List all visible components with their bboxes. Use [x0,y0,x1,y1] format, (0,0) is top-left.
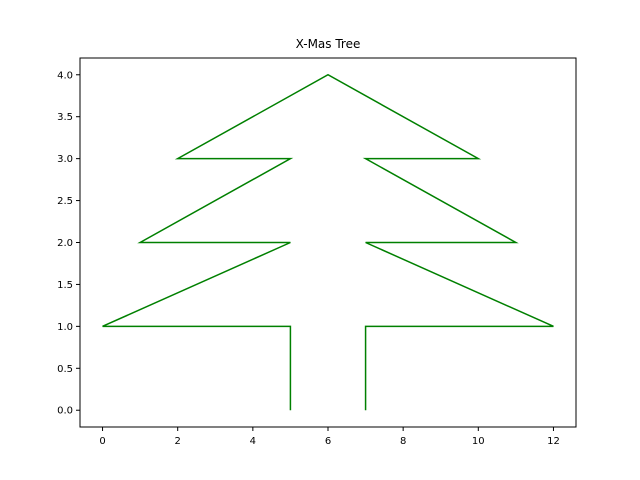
series-line-0 [102,73,554,411]
x-axis: 0 2 4 6 8 10 12 [99,427,560,447]
x-tick-label: 12 [547,436,560,447]
y-tick-label: 0.5 [57,364,73,375]
x-tick-label: 0 [99,436,105,447]
x-tick-label: 8 [400,436,406,447]
y-tick-label: 2.0 [57,238,73,249]
plot-area [102,73,554,411]
x-tick-label: 10 [472,436,485,447]
y-tick-label: 1.0 [57,322,73,333]
y-tick-label: 0.0 [57,406,73,417]
x-tick-label: 2 [175,436,181,447]
y-tick-label: 4.0 [57,70,73,81]
chart-title: X-Mas Tree [296,37,361,51]
y-tick-label: 1.5 [57,280,73,291]
y-axis: 0.0 0.5 1.0 1.5 2.0 2.5 3.0 3.5 4.0 [57,70,80,417]
x-tick-label: 4 [250,436,256,447]
y-tick-label: 2.5 [57,196,73,207]
y-tick-label: 3.5 [57,112,73,123]
x-tick-label: 6 [325,436,331,447]
y-tick-label: 3.0 [57,154,73,165]
